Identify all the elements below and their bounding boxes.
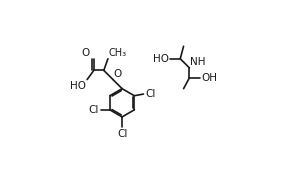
Text: NH: NH <box>190 57 206 67</box>
Text: O: O <box>81 48 90 58</box>
Text: HO: HO <box>70 81 86 91</box>
Text: Cl: Cl <box>89 105 99 115</box>
Text: CH₃: CH₃ <box>109 48 127 58</box>
Text: O: O <box>114 69 122 79</box>
Text: HO: HO <box>153 54 170 64</box>
Text: Cl: Cl <box>117 129 127 139</box>
Text: Cl: Cl <box>145 89 155 99</box>
Text: OH: OH <box>201 73 217 83</box>
